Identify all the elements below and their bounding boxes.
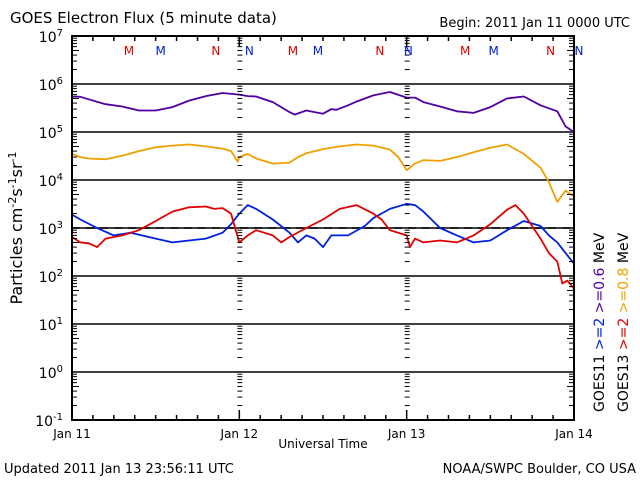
- y-tick-exponent: 6: [57, 76, 63, 87]
- legend-column-goes11: GOES11 >=2 >=0.6 MeV: [592, 232, 608, 412]
- y-tick-base: 10: [39, 30, 57, 46]
- y-tick-label: 100: [39, 364, 63, 382]
- y-tick-label: 102: [39, 268, 63, 286]
- legend-satellite: GOES13: [616, 350, 632, 412]
- y-tick-exponent: 0: [57, 364, 63, 375]
- x-axis-label: Universal Time: [278, 437, 367, 451]
- legend: GOES11 >=2 >=0.6 MeV GOES13 >=2 >=0.8 Me…: [592, 232, 632, 412]
- marker-N: N: [575, 44, 584, 58]
- marker-N: N: [546, 44, 555, 58]
- y-tick-exponent: 4: [57, 172, 63, 183]
- y-tick-base: 10: [39, 126, 57, 142]
- y-tick-exponent: 7: [57, 28, 63, 39]
- y-axis-label-exp1: -2: [6, 197, 19, 208]
- marker-M: M: [156, 44, 166, 58]
- begin-label: Begin: 2011 Jan 11 0000 UTC: [439, 16, 630, 31]
- y-tick-base: 10: [39, 222, 57, 238]
- y-tick-exponent: 1: [57, 316, 63, 327]
- y-tick-base: 10: [39, 318, 57, 334]
- y-tick-exponent: 2: [57, 268, 63, 279]
- marker-N: N: [211, 44, 220, 58]
- series-group: [71, 91, 575, 290]
- y-tick-label: 104: [39, 172, 63, 190]
- marker-M: M: [124, 44, 134, 58]
- y-tick-base: 10: [39, 366, 57, 382]
- legend-entry: MeV: [592, 232, 608, 263]
- legend-satellite: GOES11: [592, 350, 608, 412]
- y-tick-exponent: 3: [57, 220, 63, 231]
- x-tick-label: Jan 13: [387, 427, 426, 441]
- marker-N: N: [404, 44, 413, 58]
- y-tick-label: 10-1: [35, 412, 63, 430]
- y-tick-label: 105: [39, 124, 63, 142]
- updated-timestamp: Updated 2011 Jan 13 23:56:11 UTC: [4, 462, 234, 477]
- legend-column-goes13: GOES13 >=2 >=0.8 MeV: [616, 232, 632, 412]
- y-tick-label: 106: [39, 76, 63, 94]
- series-line-goes11-2-mev: [71, 202, 575, 265]
- x-tick-label: Jan 12: [220, 427, 259, 441]
- y-tick-base: 10: [39, 270, 57, 286]
- y-axis-label-exp2: -1: [6, 177, 19, 188]
- chart-title: GOES Electron Flux (5 minute data): [10, 9, 277, 27]
- x-tick-label: Jan 14: [554, 427, 593, 441]
- y-axis-label-text: Particles cm: [7, 208, 26, 305]
- legend-entry: >=2: [592, 313, 608, 350]
- y-axis-label-exp3: -1: [6, 151, 19, 162]
- y-tick-label: 103: [39, 220, 63, 238]
- legend-entry: >=0.8: [616, 263, 632, 313]
- decade-gridlines: [72, 83, 574, 373]
- y-axis-label-sr: sr: [7, 162, 26, 177]
- credit-text: NOAA/SWPC Boulder, CO USA: [443, 462, 636, 477]
- legend-entry: >=2: [616, 313, 632, 350]
- y-axis-label-s: s: [7, 188, 26, 196]
- y-tick-base: 10: [39, 174, 57, 190]
- legend-entry: MeV: [616, 232, 632, 263]
- marker-M: M: [313, 44, 323, 58]
- series-line-goes13-2-mev: [71, 204, 575, 290]
- y-axis-label: Particles cm-2s-1sr-1: [6, 151, 26, 304]
- x-tick-labels: Jan 11 Jan 12 Jan 13 Jan 14: [52, 427, 593, 441]
- y-tick-base: 10: [39, 78, 57, 94]
- y-tick-exponent: -1: [53, 412, 63, 423]
- y-tick-label: 101: [39, 316, 63, 334]
- marker-N: N: [375, 44, 384, 58]
- series-line-goes13-0-8-mev: [71, 143, 575, 203]
- marker-N: N: [245, 44, 254, 58]
- x-tick-label: Jan 11: [52, 427, 91, 441]
- marker-M: M: [460, 44, 470, 58]
- y-tick-base: 10: [35, 414, 53, 430]
- plot-frame: [71, 35, 575, 421]
- series-line-goes11-0-6-mev: [71, 91, 575, 133]
- marker-M: M: [288, 44, 298, 58]
- legend-entry: >=0.6: [592, 263, 608, 313]
- y-tick-exponent: 5: [57, 124, 63, 135]
- marker-M: M: [489, 44, 499, 58]
- y-tick-label: 107: [39, 28, 63, 46]
